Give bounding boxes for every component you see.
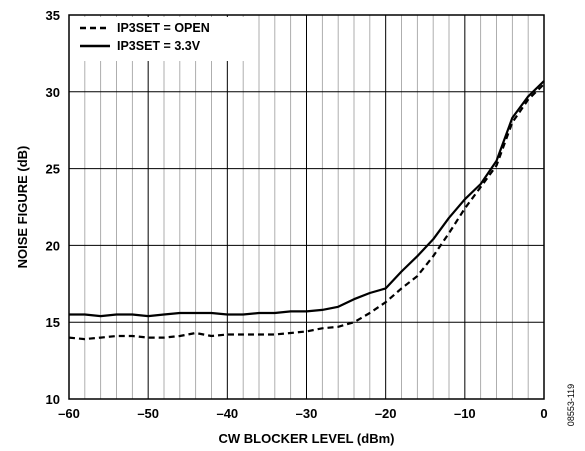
series-line-1 [69,80,545,318]
y-tick-label: 20 [46,238,60,253]
x-tick-label: –40 [216,406,238,421]
series-layer [68,80,545,341]
x-tick-label: –20 [375,406,397,421]
x-axis-title: CW BLOCKER LEVEL (dBm) [219,431,395,446]
x-tick-label: –50 [137,406,159,421]
legend-label-open: IP3SET = OPEN [117,21,210,35]
x-tick-labels: –60 –50 –40 –30 –20 –10 0 [58,406,547,421]
y-tick-label: 30 [46,85,60,100]
y-tick-labels: 10 15 20 25 30 35 [46,8,60,407]
x-tick-label: –30 [296,406,318,421]
x-tick-label: –10 [454,406,476,421]
major-grid [69,15,544,399]
y-tick-label: 25 [46,162,60,177]
y-tick-label: 15 [46,315,60,330]
y-tick-label: 35 [46,8,60,23]
minor-grid [84,15,529,399]
figure-id: 08553-119 [566,384,576,426]
x-tick-label: 0 [540,406,547,421]
legend-label-3v3: IP3SET = 3.3V [117,39,201,53]
legend-box [71,17,249,61]
y-axis-title: NOISE FIGURE (dB) [15,146,30,269]
plot-frame [68,14,545,400]
y-tick-label: 10 [46,392,60,407]
x-tick-label: –60 [58,406,80,421]
legend: IP3SET = OPEN IP3SET = 3.3V [71,17,249,61]
